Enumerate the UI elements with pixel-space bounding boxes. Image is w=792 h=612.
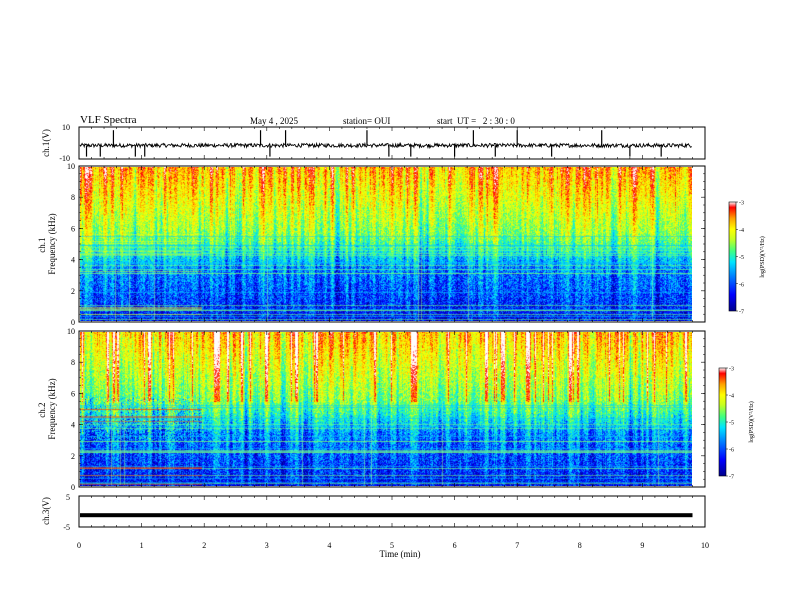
colorbar-tick-label: -5 <box>739 255 744 261</box>
colorbar-tick-label: -6 <box>739 282 744 288</box>
x-tick-label: 7 <box>515 541 519 550</box>
spec-ytick-label: 0 <box>71 483 75 492</box>
ch1-waveform-panel: 10 -10 ch.1(V) <box>41 123 706 163</box>
ch2-colorbar-label: log(PSD)(V²/Hz) <box>748 401 755 442</box>
ch1-ytick-bottom: -10 <box>59 154 70 163</box>
ch1-frame <box>78 126 706 160</box>
time-tick-marks <box>78 127 706 527</box>
x-tick-label: 8 <box>578 541 582 550</box>
ch2-colorbar-ticks: -3 -4 -5 -6 -7 <box>726 367 734 481</box>
colorbar-tick-label: -3 <box>729 367 734 373</box>
colorbar-tick-label: -7 <box>729 475 734 481</box>
ch2-spec-ylabel-freq: Frequency (kHz) <box>47 378 57 439</box>
x-tick-label: 10 <box>701 541 709 550</box>
ch2-spectrogram-image-wrap <box>80 332 692 486</box>
ch1-spec-ylabel-freq: Frequency (kHz) <box>47 213 57 274</box>
colorbar-tick-label: -3 <box>739 201 744 207</box>
ch3-ylabel: ch.3(V) <box>41 497 51 525</box>
spec-ytick-label: 10 <box>67 162 75 171</box>
ch2-spec-yticks: 0 2 4 6 8 10 <box>67 327 705 492</box>
ch3-frame <box>78 495 706 528</box>
ch1-spike-marks <box>85 130 662 157</box>
ch1-spectrogram-image <box>80 167 692 321</box>
spec-ytick-label: 6 <box>71 389 75 398</box>
x-tick-label: 9 <box>640 541 644 550</box>
colorbar-tick-label: -7 <box>739 310 744 316</box>
spec-ytick-label: 8 <box>71 193 75 202</box>
ch1-colorbar-label: log(PSD)(V²/Hz) <box>759 236 766 277</box>
spec-ytick-label: 0 <box>71 318 75 327</box>
ch2-spec-ylabel: ch.2 Frequency (kHz) <box>37 378 57 439</box>
ch1-spectrogram-image-wrap <box>80 167 692 321</box>
ch1-waveform-line <box>79 141 692 150</box>
ch1-colorbar-ticks: -3 -4 -5 -6 -7 <box>736 201 744 316</box>
x-tick-label: 1 <box>140 541 144 550</box>
ch3-ytick-bottom: -5 <box>63 523 70 532</box>
x-tick-labels: 0 1 2 3 4 5 6 7 8 9 10 <box>77 541 709 550</box>
colorbar-tick-label: -4 <box>729 394 734 400</box>
spec-ytick-label: 8 <box>71 358 75 367</box>
ch1-ytick-top: 10 <box>62 123 70 132</box>
ch1-spec-ylabel: ch.1 Frequency (kHz) <box>37 213 57 274</box>
ch1-colorbar <box>728 201 737 312</box>
x-tick-label: 5 <box>390 541 394 550</box>
ch2-spec-ylabel-channel: ch.2 <box>37 403 47 418</box>
spec-ytick-label: 4 <box>71 256 75 265</box>
ch1-spec-yticks: 0 2 4 6 8 10 <box>67 162 705 327</box>
colorbar-tick-label: -4 <box>739 228 744 234</box>
x-axis-label: Time (min) <box>380 549 421 559</box>
date-label: May 4 , 2025 <box>250 116 298 126</box>
spec-ytick-label: 2 <box>71 287 75 296</box>
colorbar-tick-label: -5 <box>729 421 734 427</box>
ch1-ylabel: ch.1(V) <box>41 129 51 157</box>
spec-ytick-label: 10 <box>67 327 75 336</box>
ch2-colorbar <box>718 367 727 477</box>
x-tick-label: 2 <box>202 541 206 550</box>
x-tick-label: 0 <box>77 541 81 550</box>
x-tick-label: 6 <box>453 541 457 550</box>
start-ut-label: start UT = 2 : 30 : 0 <box>437 116 515 126</box>
ch3-waveform-panel: 5 -5 ch.3(V) <box>41 493 706 532</box>
chart-title: VLF Spectra <box>80 114 137 126</box>
ch1-spec-ylabel-channel: ch.1 <box>37 238 47 253</box>
x-tick-label: 4 <box>327 541 331 550</box>
station-label: station= OUI <box>343 116 391 126</box>
spec-ytick-label: 6 <box>71 224 75 233</box>
x-tick-label: 3 <box>265 541 269 550</box>
spec-ytick-label: 4 <box>71 421 75 430</box>
ch3-ytick-top: 5 <box>66 493 70 502</box>
spec-ytick-label: 2 <box>71 452 75 461</box>
ch2-spectrogram-image <box>80 332 692 486</box>
ch3-waveform-band <box>80 513 693 518</box>
colorbar-tick-label: -6 <box>729 448 734 454</box>
